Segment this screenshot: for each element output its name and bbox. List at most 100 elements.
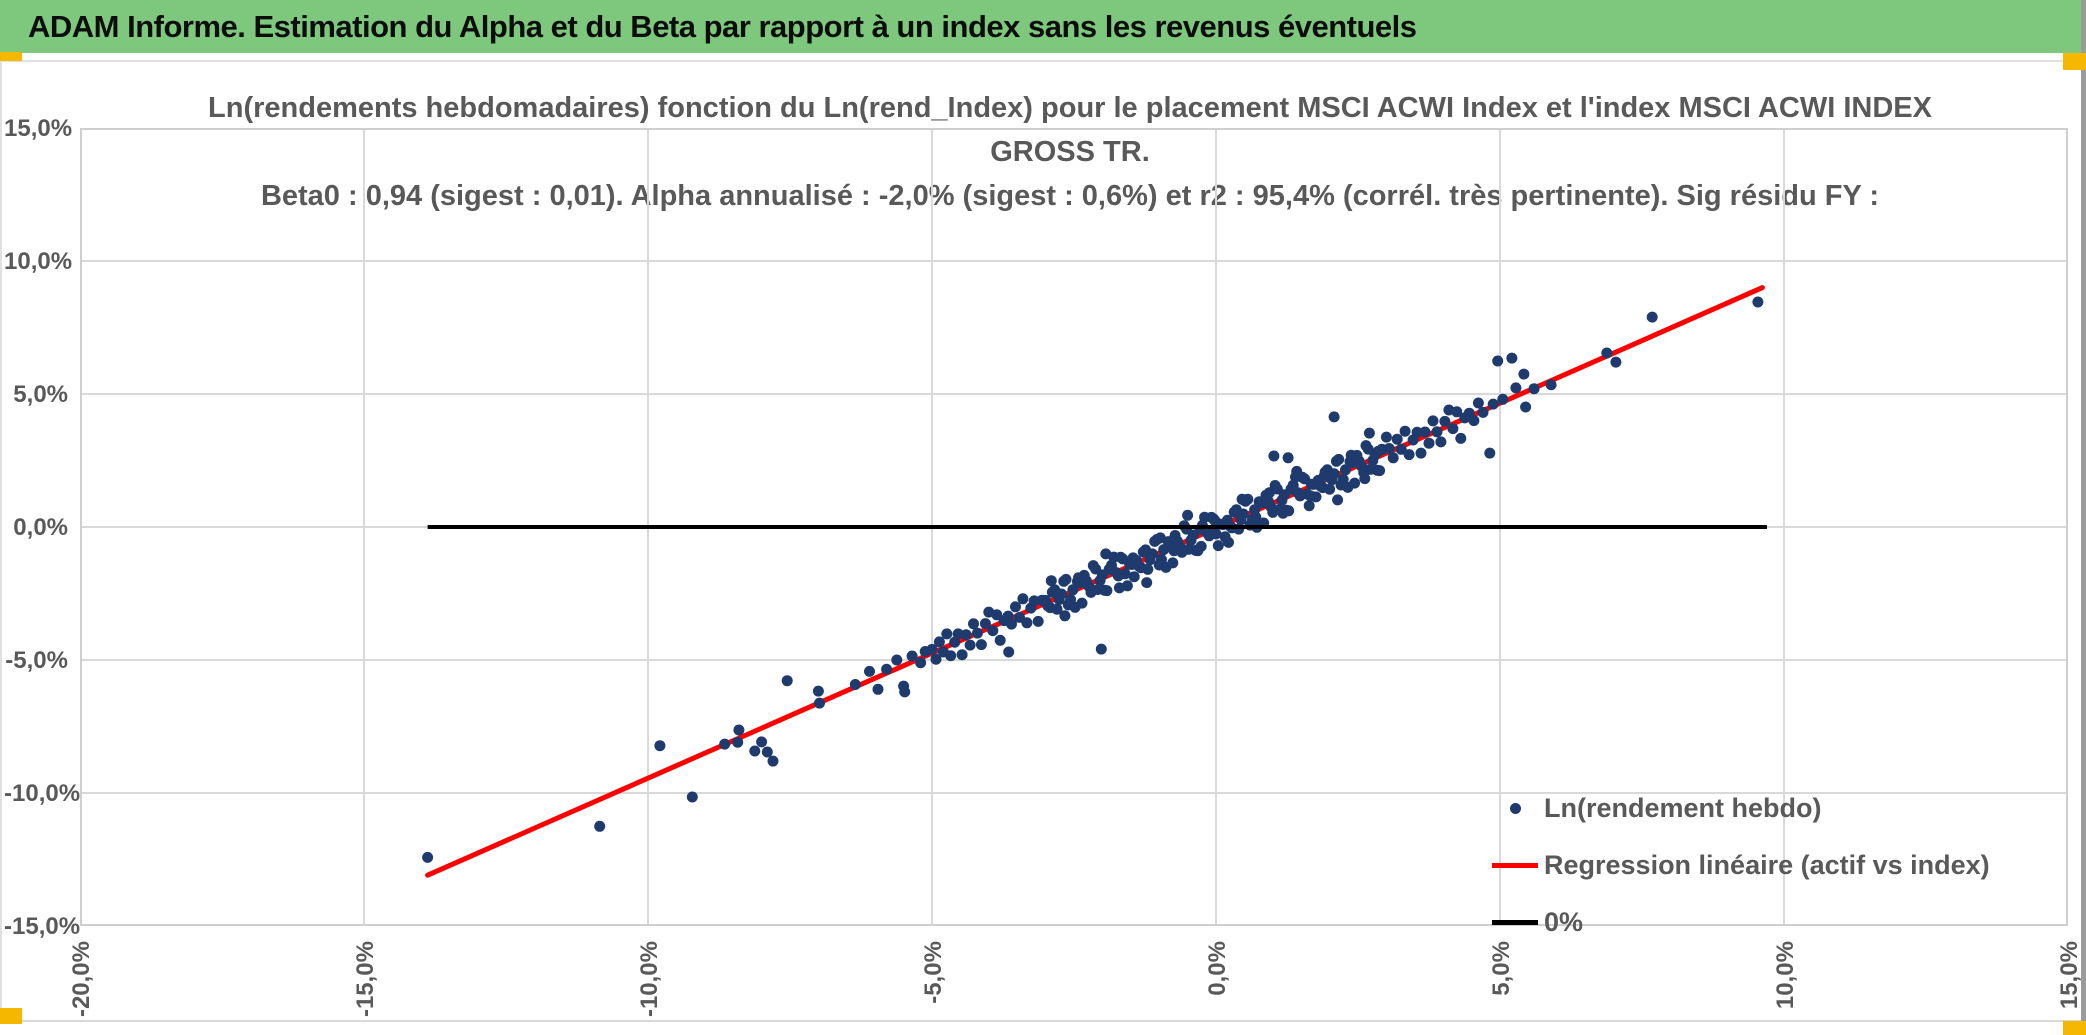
- scatter-point: [941, 628, 953, 640]
- scatter-point: [1497, 393, 1509, 405]
- scatter-point: [1278, 489, 1290, 501]
- corner-accent-top-right: [2063, 53, 2086, 70]
- scatter-point: [987, 625, 999, 637]
- y-axis-tick-label: 10,0%: [4, 248, 73, 275]
- scatter-point: [971, 627, 983, 639]
- scatter-point: [1291, 465, 1303, 477]
- x-axis-tick-label: -5,0%: [920, 941, 947, 1004]
- scatter-point: [1069, 601, 1081, 613]
- scatter-point: [686, 791, 698, 803]
- scatter-point: [1447, 423, 1459, 435]
- scatter-point: [1028, 595, 1040, 607]
- scatter-point: [767, 755, 779, 767]
- scatter-point: [781, 675, 793, 687]
- scatter-point: [1355, 460, 1367, 472]
- scatter-point: [1359, 473, 1371, 485]
- legend-line-marker: [1492, 920, 1538, 925]
- scatter-point: [960, 629, 972, 641]
- scatter-point: [1315, 480, 1326, 492]
- scatter-point: [1110, 567, 1122, 578]
- legend-label: Ln(rendement hebdo): [1544, 793, 1822, 823]
- x-axis-tick-label: 15,0%: [2056, 941, 2083, 1010]
- chart-title: Ln(rendements hebdomadaires) fonction du…: [180, 86, 1960, 218]
- scatter-point: [1006, 618, 1017, 630]
- scatter-point: [1021, 617, 1033, 629]
- scatter-point: [1342, 481, 1354, 493]
- scatter-point: [1333, 453, 1345, 465]
- scatter-point: [1477, 406, 1489, 418]
- scatter-point: [1036, 594, 1048, 606]
- scatter-point: [1324, 483, 1336, 495]
- scatter-point: [1383, 443, 1395, 454]
- x-axis-tick-label: -15,0%: [352, 941, 379, 1018]
- y-axis-tick-label: -10,0%: [4, 780, 81, 807]
- scatter-point: [1752, 296, 1764, 308]
- scatter-point: [732, 736, 744, 748]
- chart-title-line2: Beta0 : 0,94 (sigest : 0,01). Alpha annu…: [260, 180, 1880, 212]
- scatter-point: [719, 738, 731, 750]
- scatter-point: [1201, 527, 1213, 539]
- scatter-plot-area[interactable]: [80, 128, 2068, 926]
- scatter-point: [1423, 437, 1435, 449]
- scatter-point: [994, 634, 1006, 646]
- scatter-point: [1545, 379, 1557, 391]
- scatter-point: [1101, 585, 1113, 597]
- scatter-point: [1399, 425, 1411, 437]
- scatter-point: [756, 736, 768, 748]
- scatter-point: [1237, 508, 1249, 520]
- scatter-point: [1282, 452, 1294, 464]
- scatter-point: [1387, 452, 1399, 464]
- scatter-point: [1056, 588, 1067, 600]
- scatter-point: [1210, 528, 1222, 540]
- x-axis-tick-label: -20,0%: [68, 941, 95, 1018]
- scatter-point: [1601, 347, 1613, 359]
- corner-accent-bottom-right: [2063, 1021, 2086, 1035]
- legend-marker-shape: [1492, 920, 1538, 925]
- scatter-point: [1209, 515, 1221, 527]
- scatter-point: [1510, 382, 1522, 394]
- scatter-point: [1439, 415, 1451, 427]
- scatter-point: [594, 820, 606, 832]
- scatter-point: [1119, 568, 1131, 580]
- scatter-point: [1168, 545, 1180, 557]
- scatter-point: [1431, 426, 1443, 438]
- legend-item-0[interactable]: Ln(rendement hebdo): [1492, 780, 1990, 837]
- scatter-point: [1528, 383, 1540, 395]
- scatter-point: [1365, 463, 1376, 475]
- scatter-point: [949, 636, 961, 648]
- chart-legend[interactable]: Ln(rendement hebdo) Regression linéaire (…: [1492, 780, 1990, 951]
- scatter-point: [1160, 561, 1172, 573]
- x-axis-tick-label: 10,0%: [1772, 941, 1799, 1010]
- scatter-point: [881, 663, 893, 675]
- scatter-point: [1304, 490, 1316, 502]
- scatter-point: [899, 686, 911, 698]
- corner-accent-top-left: [0, 52, 22, 61]
- scatter-point: [1236, 493, 1248, 505]
- scatter-point: [1060, 573, 1072, 585]
- scatter-point: [1073, 572, 1084, 584]
- scatter-point: [1455, 432, 1467, 444]
- chart-title-line1: Ln(rendements hebdomadaires) fonction du…: [208, 92, 1932, 168]
- report-title: ADAM Informe. Estimation du Alpha et du …: [28, 8, 1417, 44]
- scatter-point: [872, 683, 884, 695]
- scatter-point: [1395, 443, 1407, 455]
- scatter-point: [864, 665, 875, 677]
- legend-item-1[interactable]: Regression linéaire (actif vs index): [1492, 837, 1990, 894]
- scatter-point: [1169, 530, 1181, 541]
- scatter-point: [1051, 603, 1063, 615]
- scatter-point: [956, 649, 968, 661]
- legend-item-2[interactable]: 0%: [1492, 894, 1990, 951]
- scatter-point: [1468, 415, 1480, 427]
- scatter-point: [1212, 540, 1224, 552]
- chart-canvas[interactable]: [0, 60, 2081, 1022]
- scatter-point: [964, 639, 976, 651]
- scatter-point: [1484, 447, 1496, 459]
- scatter-point: [1472, 397, 1484, 409]
- scatter-point: [1223, 536, 1234, 548]
- scatter-point: [1137, 546, 1149, 558]
- scatter-point: [1141, 577, 1153, 589]
- scatter-point: [1268, 450, 1280, 462]
- x-axis-tick-label: 5,0%: [1488, 941, 1515, 996]
- report-title-bar: ADAM Informe. Estimation du Alpha et du …: [0, 0, 2086, 53]
- scatter-point: [1419, 426, 1431, 438]
